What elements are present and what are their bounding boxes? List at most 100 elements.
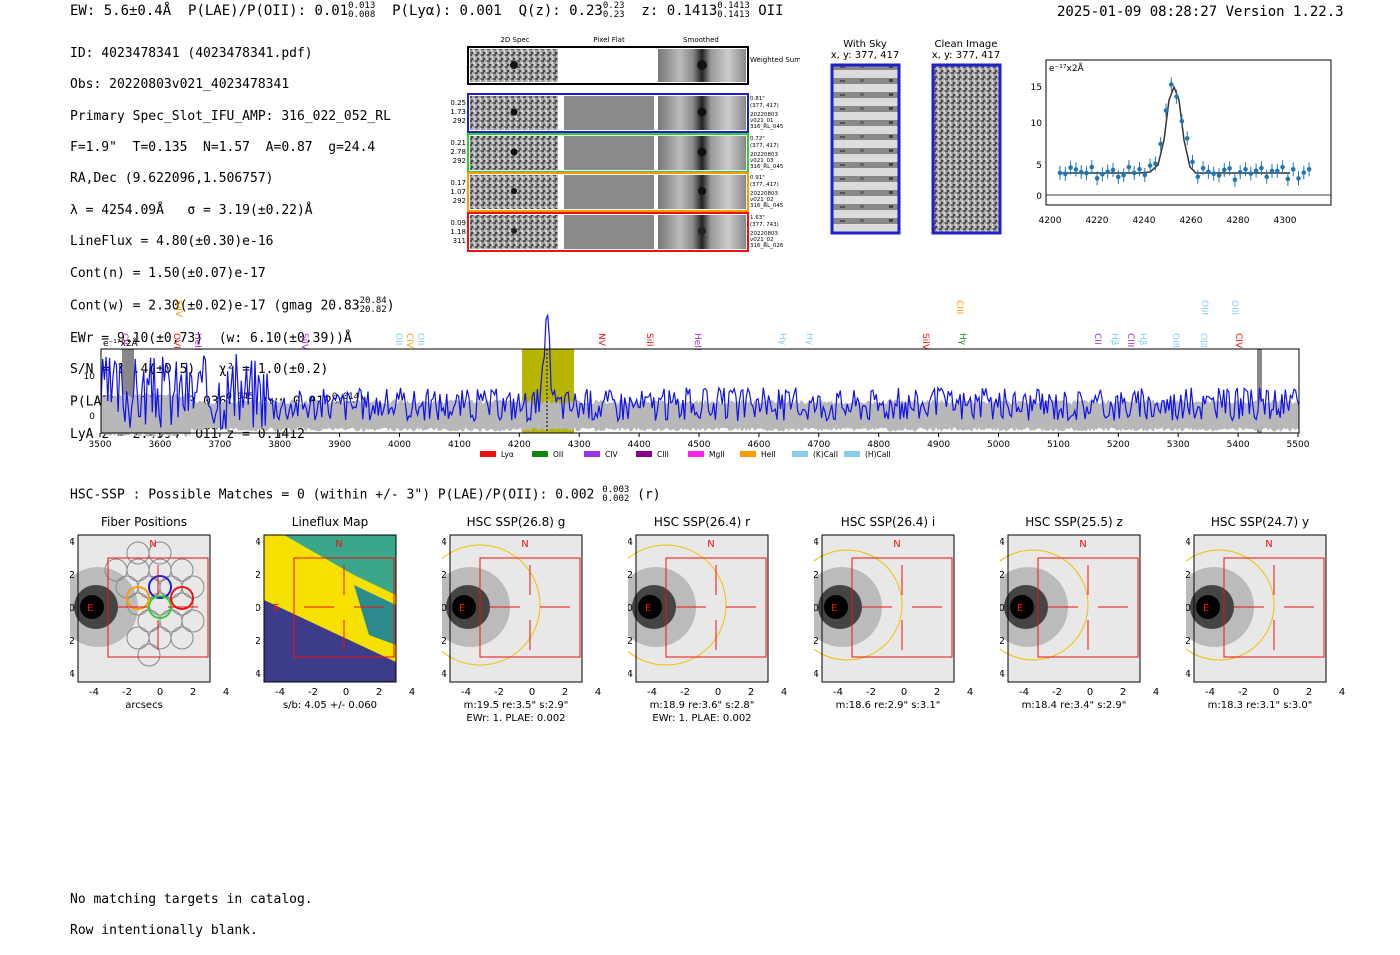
fiber-circle [170,626,194,650]
tick-label: 2 [562,687,568,698]
frac-top: 0.1413 [717,1,750,11]
tick-label: -2 [70,636,75,647]
hsc-panel: Lineflux Map N E -4 -4 -2 -2 0 0 2 2 4 4 s/b: 4.05 +/… [256,515,415,711]
legend-label: Lyα [501,450,514,459]
cutout-row: 0.17 1.07 292 0.91" (377, 417) 20220803 … [450,172,784,212]
clean-xy: x, y: 377, 417 [932,50,1001,61]
line-label: OIII [1170,333,1180,348]
panel-caption: m:19.5 re:3.5" s:2.9" [464,700,569,711]
tick-label: 3800 [268,440,291,450]
tick-label: 5000 [987,440,1010,450]
info-line: λ = 4254.09Å σ = 3.19(±0.22)Å [70,202,313,218]
data-point [1169,82,1174,87]
line-label: OIII [1198,333,1208,348]
row-label: 292 [453,157,466,165]
search-box [1223,557,1325,658]
tick-label: 2 [70,570,75,581]
tick-label: 5300 [1167,440,1190,450]
row-meta: 316_RL_045 [750,164,784,170]
legend-label: (K)CaII [813,450,838,459]
tick-label: 0 [1087,687,1093,698]
hsc-tail: (r) [637,487,661,503]
row-meta: 20220803 [750,191,778,197]
tick-label: 0 [70,603,75,614]
hsc-panel: HSC SSP(24.7) y N E -4 -4 -2 -2 0 0 2 2 4 4 m:18.3 re… [1186,515,1345,711]
tick-label: -4 [442,669,447,680]
hsc-panel: HSC SSP(25.5) z N E -4 -4 -2 -2 0 0 2 2 4 4 m:18.4 re… [1000,515,1159,711]
east-label: E [645,603,651,614]
data-point [1078,169,1084,175]
panel-title: HSC SSP(26.4) i [841,515,936,529]
frac-bot: 20.82 [359,304,387,315]
hsc-panel: Fiber Positions N E -4 -4 -2 -2 0 0 2 2 4 4 arcsecs [70,515,229,711]
galaxy-nucleus [1010,595,1034,619]
data-point [1105,169,1110,175]
tick-label: 4 [967,687,973,698]
row-meta: 20220803 [750,112,778,118]
tick-label: 5 [1036,161,1042,171]
tick-label: 4000 [388,440,411,450]
data-point [1153,161,1158,166]
tick-label: 4 [223,687,229,698]
row-meta: v021_02 [750,197,774,203]
zoom-axes [1045,59,1332,206]
panel-caption: m:18.3 re:3.1" s:3.0" [1208,700,1313,711]
tick-label: 2 [376,687,382,698]
legend-swatch [792,451,808,457]
tick-label: 0 [442,603,447,614]
tick-label: -2 [1052,687,1062,698]
data-point [1248,171,1254,176]
tick-label: 3600 [148,440,171,450]
data-point [1100,171,1105,177]
legend-label: (H)CaII [865,450,891,459]
tick-label: -4 [256,669,261,680]
tick-label: 4500 [688,440,711,450]
col-title: 2D Spec [500,36,529,44]
north-label: N [893,539,900,550]
tick-label: 4220 [1086,216,1109,226]
line-label: OII [415,333,425,345]
tick-label: 2 [256,570,261,581]
panel-title: Lineflux Map [292,515,368,529]
line-label: Hγ [804,333,814,346]
line-label: SiIV [299,333,309,351]
tick-label: 5200 [1107,440,1130,450]
data-point [1094,176,1100,181]
line-label: OIII [1199,300,1209,315]
panel-axes [263,534,397,683]
info-line: EWr = 9.10(±0.73) (w: 6.10(±0.39))Å [70,330,352,346]
frac-bot: 0.008 [348,10,376,20]
zoom-unit: e⁻¹⁷x2Å [1049,62,1085,74]
data-point [1158,141,1163,147]
row-meta: (377, 417) [750,103,779,109]
tick-label: -2 [256,636,261,647]
data-point [1057,170,1063,176]
fiber-highlight [148,575,172,599]
data-point [1264,174,1269,180]
galaxy-nucleus [452,595,476,619]
tick-label: -4 [1186,669,1191,680]
info-line: Primary Spec_Slot_IFU_AMP: 316_022_052_R… [70,108,391,124]
line-label: CIV [1233,333,1243,349]
row-meta: v021_03 [750,158,774,164]
tick-label: 4700 [807,440,830,450]
galaxy-nucleus [638,595,662,619]
tick-label: -4 [814,669,819,680]
tick-label: -2 [814,636,819,647]
tick-label: 5400 [1227,440,1250,450]
spectra-cutouts: 2D Spec Pixel Flat Smoothed Weighted Sum… [450,36,800,252]
north-label: N [707,539,714,550]
tick-label: 3900 [328,440,351,450]
hsc-title-text: HSC-SSP : Possible Matches = 0 (within +… [70,487,595,503]
tick-label: 2 [934,687,940,698]
panel-caption: m:18.4 re:3.4" s:2.9" [1022,700,1127,711]
tick-label: 0 [1036,192,1042,202]
fiber-highlight [126,586,150,610]
tick-label: -4 [628,669,633,680]
data-point [1200,165,1206,171]
tick-label: 2 [814,570,819,581]
tick-label: -4 [89,687,99,698]
tick-label: 4 [628,537,633,548]
line-label: OII [393,333,403,345]
tick-label: 4 [1339,687,1345,698]
